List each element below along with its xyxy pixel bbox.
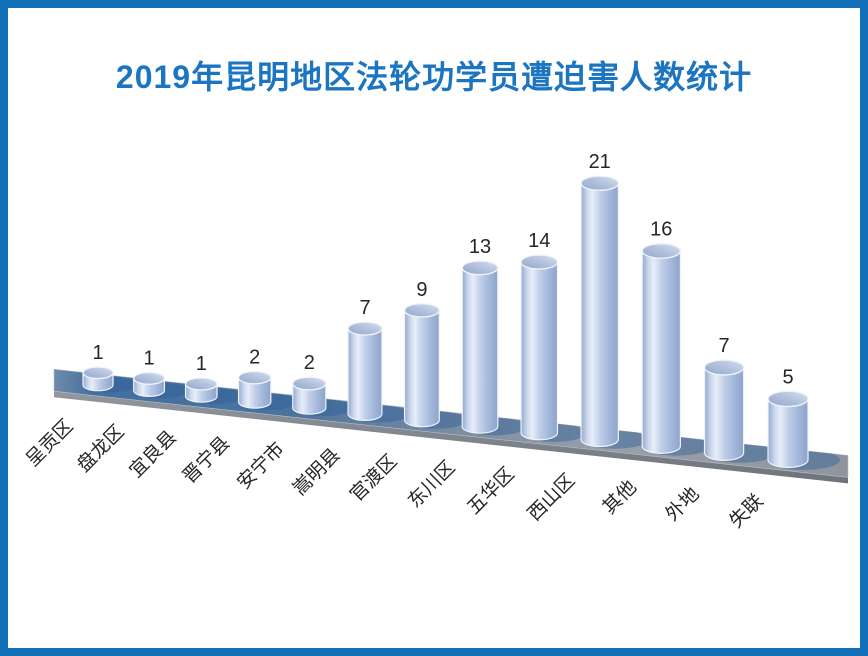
category-label: 官渡区 (346, 450, 402, 506)
cylinder-bar-body (641, 250, 681, 454)
bar-value-label: 2 (249, 346, 260, 368)
bar-value-label: 16 (650, 219, 672, 241)
category-label: 其他 (598, 476, 640, 518)
cylinder-bar-top (580, 175, 619, 191)
cylinder-bar-top (520, 254, 559, 270)
category-label: 晋宁县 (178, 432, 234, 488)
cylinder-bar-top (133, 371, 166, 385)
category-label: 东川区 (404, 456, 460, 512)
category-label: 盘龙区 (73, 421, 129, 477)
bar-value-label: 13 (469, 236, 491, 258)
cylinder-bar-body (461, 267, 499, 434)
cylinder-bar-body (703, 367, 745, 461)
bar-value-label: 9 (416, 279, 427, 301)
cylinder-bar-top (237, 370, 272, 385)
cylinder-bar-top (347, 321, 383, 336)
cylinder-bar-body (347, 328, 383, 422)
bar-value-label: 7 (719, 335, 730, 357)
cylinder-bar-body (403, 310, 440, 428)
category-label: 五华区 (463, 463, 519, 519)
bar-value-label: 14 (528, 230, 550, 252)
bar-value-label: 2 (304, 352, 315, 374)
cylinder-bar-top (767, 390, 809, 408)
category-label: 外地 (661, 483, 703, 525)
category-label: 宜良县 (125, 426, 181, 482)
bar-value-label: 5 (782, 366, 793, 388)
category-label: 安宁市 (233, 438, 289, 494)
bar-value-label: 21 (589, 151, 611, 173)
cylinder-bar-body (580, 183, 619, 448)
category-label: 失联 (725, 490, 767, 532)
platform-side-face (54, 391, 848, 484)
cylinder-bar-body (520, 261, 559, 441)
cylinder-bar-top (641, 243, 682, 259)
bar-value-label: 1 (92, 342, 103, 364)
cylinder-bar-body (767, 398, 809, 469)
cylinder-bar-top (292, 376, 327, 391)
cylinder-bar-top (461, 260, 499, 276)
bar-value-label: 1 (196, 353, 207, 375)
cylinder-bar-top (82, 366, 114, 380)
category-label: 嵩明县 (289, 444, 345, 500)
chart-title: 2019年昆明地区法轮功学员遭迫害人数统计 (115, 59, 753, 95)
cylinder-bar-top (703, 359, 745, 376)
cylinder-bar-top (403, 303, 440, 318)
category-label: 西山区 (523, 469, 579, 525)
category-label: 呈贡区 (22, 416, 77, 471)
bar-value-label: 7 (359, 297, 370, 319)
bar-value-label: 1 (143, 347, 154, 369)
cylinder-bar-top (184, 377, 218, 391)
